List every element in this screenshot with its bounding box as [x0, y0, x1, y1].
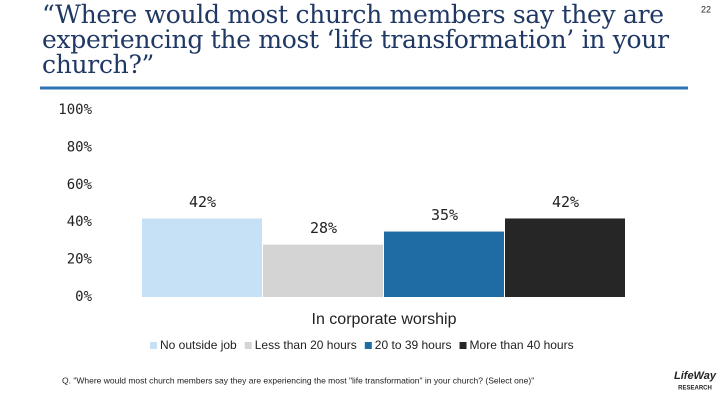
bar [263, 244, 383, 297]
footnote: Q. "Where would most church members say … [62, 375, 534, 385]
chart-title: “Where would most church members say the… [42, 0, 669, 79]
bar [384, 231, 504, 297]
legend-swatch [364, 342, 372, 349]
y-tick-label: 40% [67, 214, 93, 230]
legend-label: No outside job [160, 338, 237, 352]
x-tick-label: In corporate worship [312, 311, 457, 328]
logo-name: LifeWay [674, 370, 717, 382]
legend-swatch [459, 342, 467, 349]
legend-swatch [244, 342, 252, 349]
bar [505, 218, 625, 297]
y-tick-label: 60% [67, 177, 93, 193]
legend-swatch [150, 342, 157, 349]
logo-sub: RESEARCH [678, 386, 712, 392]
y-tick-label: 80% [67, 139, 93, 155]
y-tick-label: 100% [58, 102, 92, 118]
bar [142, 218, 262, 297]
data-label: 42% [189, 193, 216, 211]
legend-label: Less than 20 hours [255, 338, 357, 352]
data-label: 42% [552, 193, 579, 211]
data-label: 35% [431, 206, 458, 224]
y-tick-label: 20% [67, 252, 93, 268]
legend-label: More than 40 hours [470, 338, 574, 352]
page-number: 22 [701, 4, 711, 14]
legend-label: 20 to 39 hours [375, 338, 452, 352]
data-label: 28% [310, 219, 337, 237]
y-tick-label: 0% [75, 289, 92, 305]
